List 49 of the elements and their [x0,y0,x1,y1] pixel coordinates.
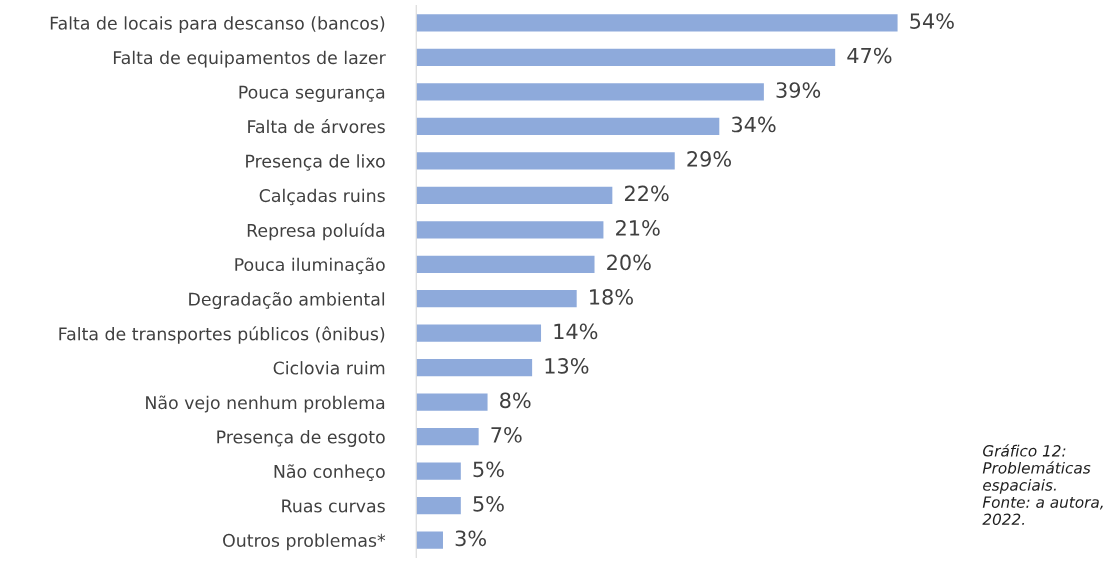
data-label: 18% [590,289,633,305]
data-label: 29% [687,151,732,167]
data-label: 14% [554,323,598,340]
bar [416,428,479,446]
y-tick-label: Pouca segurança [239,85,385,103]
y-tick-label: Ciclovia ruim [273,361,385,375]
bar [416,117,720,135]
bar [416,359,533,377]
bar [416,324,542,342]
bar [416,255,595,273]
data-label: 54% [910,13,954,29]
data-label: 3% [455,530,486,547]
bar [416,152,675,170]
y-tick-label: Falta de equipamentos de lazer [113,50,386,68]
data-label: 22% [624,185,669,202]
bar [416,221,604,239]
bar [416,393,488,411]
bar [416,497,461,515]
data-label: 47% [847,47,892,64]
y-tick-label: Outros problemas* [223,533,386,551]
y-tick-label: Pouca iluminação [235,257,385,275]
bar [416,531,443,549]
y-tick-label: Falta de árvores [248,119,385,134]
bar [416,14,898,32]
data-label: 13% [545,358,589,374]
y-tick-label: Ruas curvas [282,499,385,513]
data-label: 7% [491,426,522,443]
y-tick-label: Represa poluída [247,222,385,241]
bar [416,290,577,308]
data-label: 21% [616,220,660,236]
data-label: 8% [500,392,531,409]
data-label: 34% [732,116,776,133]
data-label: 20% [607,254,651,271]
y-tick-label: Calçadas ruins [259,188,385,206]
data-label: 39% [776,82,821,98]
y-tick-label: Falta de transportes públicos (ônibus) [59,326,385,344]
bar [416,48,836,66]
y-tick-label: Falta de locais para descanso (bancos) [50,16,385,34]
data-label: 5% [473,495,504,512]
text: Gráfico 12: Problemáticas espaciais. Fonte: a autora, 2022. [982,444,1103,526]
bar [416,83,764,101]
y-tick-label: Presença de lixo [246,154,385,171]
bar [416,462,461,480]
y-tick-label: Não vejo nenhum problema [146,395,385,413]
y-tick-label: Degradação ambiental [189,292,385,310]
bar [416,186,613,204]
data-label: 5% [473,461,504,478]
y-tick-label: Presença de esgoto [217,430,385,447]
y-tick-label: Não conheço [274,464,385,482]
